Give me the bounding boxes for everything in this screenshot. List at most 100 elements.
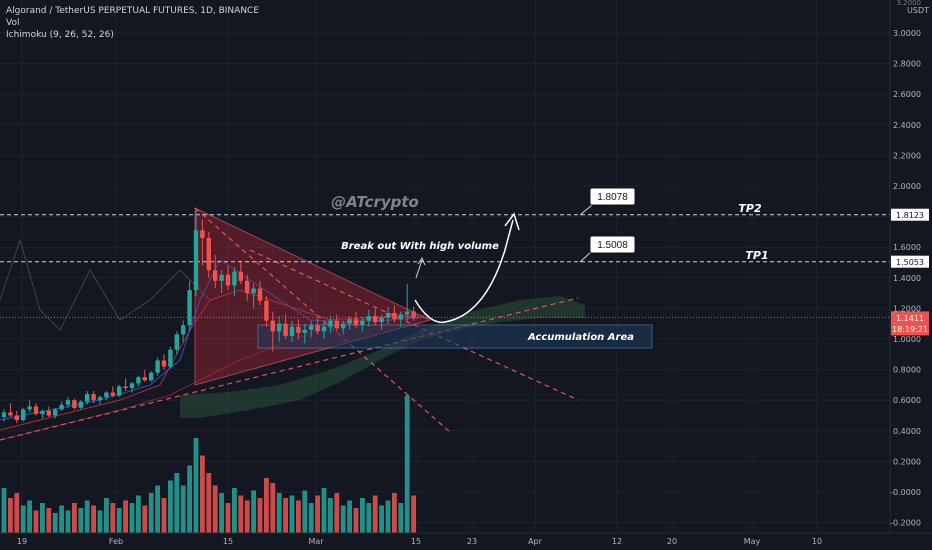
volume-bar bbox=[366, 503, 372, 533]
volume-bar bbox=[289, 495, 295, 533]
candle-body bbox=[309, 325, 314, 330]
price-axis-background bbox=[890, 0, 932, 550]
volume-bar bbox=[276, 493, 282, 533]
symbol-title[interactable]: Algorand / TetherUS PERPETUAL FUTURES, 1… bbox=[6, 6, 260, 16]
ichimoku-base-line bbox=[0, 289, 431, 431]
tp1-axis-label: 1.5053 bbox=[896, 258, 924, 267]
candle-body bbox=[174, 334, 179, 350]
candle-body bbox=[142, 377, 147, 381]
volume-legend[interactable]: Vol bbox=[6, 18, 20, 28]
volume-bar bbox=[212, 485, 218, 533]
dashed-support-line bbox=[0, 297, 579, 441]
volume-bar bbox=[84, 500, 90, 533]
volume-bar bbox=[225, 503, 231, 533]
accumulation-zone bbox=[257, 324, 653, 349]
volume-bar bbox=[78, 508, 84, 533]
price-tick-label: -0.0000 bbox=[890, 488, 921, 497]
candle-body bbox=[193, 230, 199, 291]
volume-bar bbox=[315, 495, 320, 533]
volume-bar bbox=[123, 500, 128, 533]
candle-body bbox=[334, 320, 339, 329]
time-tick-label: Apr bbox=[528, 537, 543, 546]
candle-body bbox=[251, 288, 256, 294]
candle-body bbox=[328, 320, 333, 327]
volume-bar bbox=[20, 505, 26, 533]
volume-bar bbox=[27, 500, 32, 533]
time-tick-label: 10 bbox=[812, 537, 822, 546]
volume-bar bbox=[251, 490, 256, 533]
volume-bar bbox=[385, 500, 391, 533]
time-tick-label: 19 bbox=[17, 537, 27, 546]
volume-bar bbox=[193, 438, 199, 533]
candle-body bbox=[392, 312, 397, 320]
candle-body bbox=[117, 386, 122, 396]
time-tick-label: 15 bbox=[411, 537, 421, 546]
candle-body bbox=[91, 394, 96, 401]
volume-bar bbox=[180, 485, 186, 533]
tp2-leader-line bbox=[579, 204, 593, 216]
volume-bar bbox=[1, 488, 7, 533]
candle-body bbox=[341, 323, 346, 329]
candle-body bbox=[8, 412, 13, 416]
price-tick-label: 2.4000 bbox=[893, 121, 921, 130]
volume-bar bbox=[347, 500, 352, 533]
volume-bar bbox=[72, 503, 77, 533]
tp2-price-box-label: 1.8078 bbox=[597, 192, 628, 203]
candle-body bbox=[379, 317, 384, 323]
volume-bar bbox=[302, 490, 308, 533]
candle-body bbox=[411, 311, 416, 318]
price-tick-label: 0.2000 bbox=[893, 457, 921, 466]
volume-bar bbox=[116, 508, 122, 533]
tp2-axis-label-bg bbox=[891, 208, 929, 221]
candle-body bbox=[238, 271, 243, 281]
volume-bar bbox=[321, 488, 327, 533]
volume-bar bbox=[206, 473, 212, 533]
volume-bar bbox=[244, 500, 250, 533]
candle-body bbox=[302, 329, 307, 333]
ichimoku-legend[interactable]: Ichimoku (9, 26, 52, 26) bbox=[6, 30, 114, 40]
volume-bar bbox=[91, 505, 96, 533]
candle-body bbox=[149, 372, 154, 381]
candle-body bbox=[277, 323, 282, 332]
price-tick-label: 0.6000 bbox=[893, 396, 921, 405]
price-tick-label: 1.2000 bbox=[893, 304, 921, 313]
candle-body bbox=[257, 288, 263, 301]
price-tick-label: 1.4000 bbox=[893, 274, 921, 283]
candle-body bbox=[53, 409, 58, 416]
tp1-label: TP1 bbox=[745, 249, 768, 262]
volume-bar bbox=[404, 395, 410, 533]
breakout-annotation: Break out With high volume bbox=[341, 241, 499, 252]
dashed-downtrend-line bbox=[194, 207, 451, 433]
volume-bar bbox=[353, 508, 359, 533]
candle-body bbox=[1, 412, 7, 418]
last-price-axis-label: 1.1411 bbox=[896, 314, 924, 323]
time-tick-label: Mar bbox=[308, 537, 324, 546]
volume-bar bbox=[142, 505, 148, 533]
candle-body bbox=[353, 319, 359, 326]
volume-bar bbox=[161, 498, 167, 533]
candle-body bbox=[245, 280, 250, 294]
accumulation-label: Accumulation Area bbox=[527, 332, 634, 343]
candle-body bbox=[270, 320, 275, 332]
candle-body bbox=[136, 377, 141, 384]
volume-bar bbox=[59, 505, 64, 533]
candle-body bbox=[78, 401, 83, 408]
projection-arrowhead bbox=[504, 212, 520, 231]
volume-bar bbox=[238, 495, 244, 533]
volume-bar bbox=[148, 493, 154, 533]
tp2-axis-label: 1.8123 bbox=[896, 211, 924, 220]
volume-bar bbox=[14, 493, 20, 533]
candle-body bbox=[213, 270, 218, 281]
ichimoku-cloud bbox=[180, 296, 585, 418]
candle-body bbox=[27, 406, 32, 410]
breakout-pointer bbox=[415, 259, 423, 279]
candle-body bbox=[200, 230, 205, 239]
time-tick-label: 20 bbox=[667, 537, 677, 546]
price-tick-label: 3.0000 bbox=[893, 29, 921, 38]
candle-body bbox=[206, 238, 211, 271]
candle-body bbox=[161, 360, 167, 367]
candle-body bbox=[155, 360, 160, 373]
volume-bar bbox=[136, 495, 141, 533]
volume-bar bbox=[168, 480, 173, 533]
